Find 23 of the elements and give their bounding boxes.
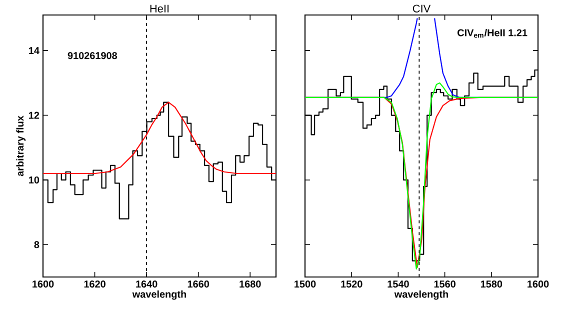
x-tick-label: 1500 xyxy=(294,280,316,288)
chart-title: CIV xyxy=(412,4,431,12)
x-tick-label: 1600 xyxy=(32,280,54,288)
y-tick-label: 12 xyxy=(29,112,40,119)
x-tick-label: 1600 xyxy=(528,280,549,288)
chart-title: HeII xyxy=(150,4,169,12)
x-tick-label: 1540 xyxy=(388,280,409,288)
x-axis-title: wavelength xyxy=(394,290,448,300)
y-tick-label: 14 xyxy=(29,47,40,54)
x-tick-label: 1560 xyxy=(434,280,456,288)
x-axis-title: wavelength xyxy=(132,290,186,300)
x-tick-label: 1520 xyxy=(341,280,362,288)
y-tick-label: 8 xyxy=(34,241,40,248)
y-tick-label: 10 xyxy=(29,176,40,184)
x-tick-label: 1680 xyxy=(240,280,261,288)
x-tick-label: 1660 xyxy=(188,280,210,288)
annotation: 910261908 xyxy=(68,52,118,60)
annotation: CIV$_{em}$/HeII 1.21 xyxy=(458,28,528,38)
y-axis-title: arbitrary flux xyxy=(16,116,26,176)
x-tick-label: 1640 xyxy=(136,280,158,288)
x-tick-label: 1620 xyxy=(84,280,106,288)
x-tick-label: 1580 xyxy=(480,280,502,288)
line-series xyxy=(43,102,276,174)
